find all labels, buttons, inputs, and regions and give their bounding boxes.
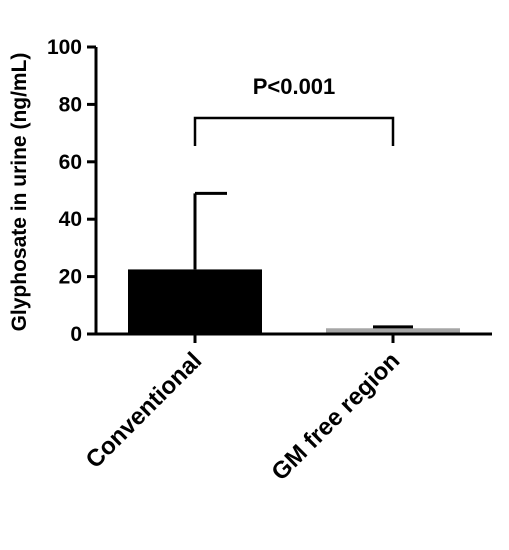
bars [128,269,460,334]
error-bar [193,191,227,270]
y-tick-label: 100 [47,36,82,59]
x-axis: Conventional GM free region [81,332,492,486]
y-axis-label: Glyphosate in urine (ng/mL) [8,53,31,332]
error-bars [193,191,413,329]
bar [128,269,262,334]
x-tick-label: GM free region [266,347,405,486]
y-tick-label: 40 [59,208,82,231]
y-tick-label: 0 [70,323,82,346]
x-tick-label: Conventional [81,347,208,474]
y-axis: 0 20 40 60 80 100 [47,36,98,346]
y-tick-label: 80 [59,93,82,116]
y-tick-label: 60 [59,151,82,174]
significance-annotation: P<0.001 [193,74,395,146]
bar [326,328,460,334]
significance-bracket [193,116,395,146]
y-tick-label: 20 [59,266,82,289]
p-value-label: P<0.001 [253,74,336,99]
